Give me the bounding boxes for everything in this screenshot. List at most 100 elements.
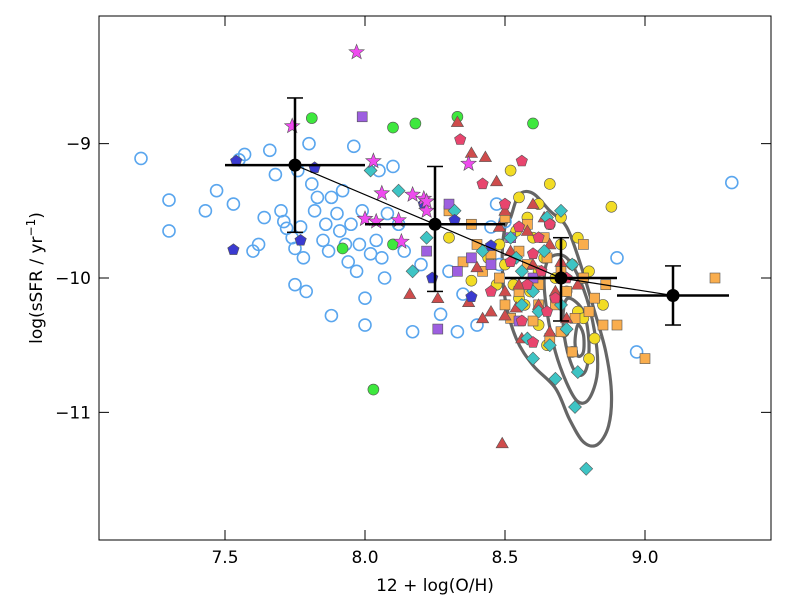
yellow-circle-marker: [443, 231, 455, 244]
pink-pentagon-marker: [526, 247, 540, 260]
open-circle-marker: [344, 217, 358, 232]
open-circles-series: [134, 136, 739, 359]
purple-square-marker: [452, 265, 463, 277]
open-circle-marker: [724, 175, 739, 190]
binned-trend-line: [294, 164, 674, 297]
x-axis-label: 12 + log(O/H): [376, 576, 494, 596]
pink-pentagon-marker: [515, 314, 528, 327]
magenta-star-marker: [373, 184, 391, 201]
y-axis-label-close: ): [27, 212, 47, 219]
open-circle-marker: [257, 210, 272, 225]
cyan-diamond-marker: [391, 183, 406, 198]
cyan-diamond-marker: [419, 230, 434, 245]
cyan-diamond-marker: [579, 461, 594, 476]
open-circle-marker: [318, 217, 333, 232]
purple-square-marker: [485, 259, 497, 270]
pink-pentagon-marker: [532, 231, 545, 243]
y-tick-label: −9: [66, 135, 91, 155]
yellow-circle-marker: [513, 191, 525, 204]
binned-mean-point: [288, 158, 302, 172]
pink-pentagon-marker: [512, 220, 526, 233]
scatter-points: [134, 43, 739, 476]
x-tick-label: 8.5: [491, 548, 518, 568]
open-circle-marker: [433, 307, 448, 322]
open-circle-marker: [349, 264, 364, 279]
magenta-star-marker: [418, 201, 436, 218]
green-circle-marker: [336, 242, 349, 255]
yellow-circle-marker: [588, 332, 601, 345]
open-circle-marker: [332, 224, 347, 238]
purple-square-marker: [421, 245, 432, 257]
red-triangle-marker: [543, 237, 557, 250]
open-circle-marker: [470, 318, 484, 332]
red-triangle-marker: [478, 150, 493, 162]
open-circle-marker: [162, 224, 176, 238]
cyan-diamond-marker: [554, 203, 568, 218]
open-circle-marker: [304, 177, 319, 191]
open-circle-marker: [246, 244, 260, 258]
x-tick-label: 8.0: [351, 548, 378, 568]
y-axis-label-superscript: −1: [24, 219, 38, 237]
cyan-diamond-marker: [405, 264, 420, 279]
orange-square-marker: [578, 239, 589, 250]
y-axis-label-main: log(sSFR / yr: [27, 236, 47, 343]
pink-pentagon-marker: [484, 285, 498, 297]
red-triangle-marker: [450, 115, 465, 127]
red-triangle-marker: [498, 284, 512, 297]
open-circle-marker: [610, 251, 624, 265]
magenta-star-marker: [404, 185, 422, 202]
open-circle-marker: [226, 197, 241, 211]
x-tick-label: 7.5: [211, 548, 238, 568]
open-circle-marker: [198, 204, 213, 218]
red-triangle-marker: [571, 278, 585, 290]
open-circle-marker: [268, 167, 283, 182]
open-circle-marker: [288, 277, 302, 292]
pink-pentagon-marker: [498, 197, 512, 210]
green-circle-marker: [409, 117, 422, 130]
cyan-diamonds-series: [363, 163, 594, 476]
yellow-circle-marker: [605, 200, 618, 213]
binned-mean-point: [554, 271, 568, 285]
purple-square-marker: [466, 252, 477, 264]
purple-square-marker: [432, 323, 444, 335]
orange-square-marker: [566, 346, 578, 358]
open-circle-marker: [310, 190, 325, 205]
open-circle-marker: [363, 247, 378, 261]
open-circle-marker: [302, 136, 316, 151]
open-circle-marker: [307, 204, 322, 218]
cyan-diamond-marker: [568, 400, 582, 414]
yellow-circle-marker: [465, 274, 478, 287]
red-triangle-marker: [526, 258, 540, 270]
green-circle-marker: [527, 117, 539, 130]
green-circles-series: [305, 110, 539, 396]
purple-square-marker: [443, 198, 455, 210]
purple-square-marker: [356, 111, 368, 123]
blue-pentagon-marker: [227, 243, 240, 255]
open-circle-marker: [134, 151, 148, 166]
cyan-diamond-marker: [514, 297, 529, 312]
orange-square-marker: [611, 319, 623, 331]
green-circle-marker: [367, 383, 380, 396]
open-circle-marker: [262, 143, 277, 158]
open-circle-marker: [380, 206, 395, 221]
open-circle-marker: [330, 206, 344, 221]
red-triangle-marker: [520, 224, 535, 236]
red-triangle-marker: [470, 260, 484, 273]
open-circle-marker: [237, 147, 252, 162]
open-circle-marker: [296, 251, 311, 265]
cyan-diamond-marker: [526, 351, 540, 366]
red-triangle-marker: [492, 220, 507, 232]
cyan-diamond-marker: [537, 244, 552, 259]
red-triangle-marker: [543, 325, 557, 337]
cyan-diamond-marker: [559, 322, 574, 337]
open-circle-marker: [358, 318, 372, 332]
magenta-star-marker: [460, 154, 478, 171]
open-circle-marker: [209, 183, 224, 198]
magenta-star-marker: [418, 192, 436, 209]
open-circle-marker: [629, 345, 644, 359]
blue-pentagon-marker: [294, 234, 307, 246]
open-circle-marker: [316, 233, 330, 248]
open-circle-marker: [352, 237, 367, 252]
red-triangle-marker: [484, 305, 498, 317]
